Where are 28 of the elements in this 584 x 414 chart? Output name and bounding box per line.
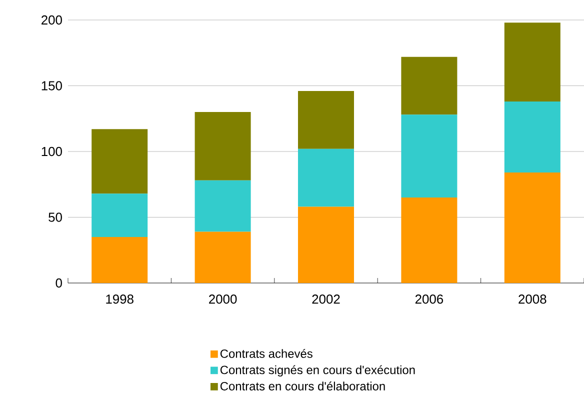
- y-tick-label: 200: [42, 15, 62, 25]
- bar: [194, 180, 251, 232]
- legend-label: Contrats signés en cours d'exécution: [220, 365, 415, 377]
- bar: [504, 172, 560, 283]
- legend-label: Contrats achevés: [220, 348, 312, 358]
- x-tick-label: 1998: [106, 294, 134, 304]
- bar: [504, 22, 560, 102]
- bar: [298, 91, 354, 149]
- y-tick-label: 0: [56, 278, 62, 288]
- bar: [401, 56, 458, 115]
- bar: [401, 114, 458, 198]
- legend-label: Contrats en cours d'élaboration: [220, 382, 385, 390]
- x-tick-label: 2002: [312, 294, 340, 304]
- bar: [401, 198, 458, 283]
- bar: [504, 102, 560, 173]
- x-tick-label: 2006: [415, 294, 444, 304]
- y-tick-label: 50: [48, 212, 62, 222]
- x-tick-label: 2000: [209, 294, 237, 304]
- bar: [92, 236, 148, 283]
- bar: [194, 112, 251, 180]
- y-tick-label: 100: [42, 146, 62, 156]
- bar: [298, 206, 354, 283]
- y-tick-label: 150: [42, 81, 62, 90]
- x-tick-label: 2008: [518, 294, 546, 304]
- bar: [194, 232, 251, 283]
- bar: [92, 194, 148, 237]
- bar: [92, 129, 148, 194]
- bar: [298, 148, 354, 207]
